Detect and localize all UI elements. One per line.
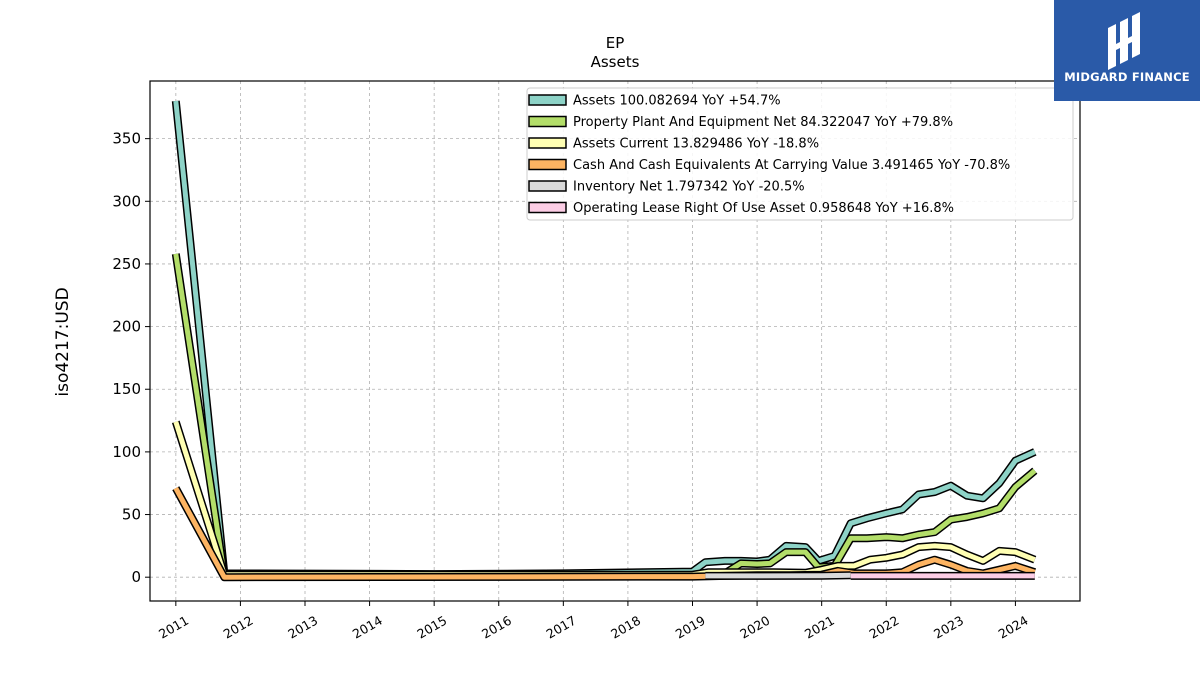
x-tick-label: 2015: [414, 613, 449, 642]
x-tick-label: 2020: [737, 613, 772, 642]
y-tick-label: 300: [112, 192, 141, 210]
legend-label: Assets Current 13.829486 YoY -18.8%: [573, 137, 819, 152]
series-line: [705, 572, 851, 579]
x-tick-label: 2024: [996, 613, 1031, 642]
x-tick-label: 2018: [608, 613, 643, 642]
x-tick-label: 2011: [156, 613, 191, 642]
x-tick-label: 2022: [866, 613, 901, 642]
y-tick-label: 0: [131, 568, 141, 586]
x-tick-label: 2021: [802, 613, 837, 642]
legend-swatch: [528, 115, 567, 128]
midgard-logo-icon: [1108, 12, 1140, 70]
y-tick-label: 250: [112, 255, 141, 273]
x-tick-label: 2023: [931, 613, 966, 642]
y-tick-label: 150: [112, 380, 141, 398]
legend-swatch: [528, 94, 567, 106]
x-tick-label: 2014: [350, 613, 385, 642]
y-tick-label: 50: [122, 506, 141, 524]
legend-swatch: [528, 137, 567, 149]
legend-swatch: [528, 158, 567, 171]
legend-label: Inventory Net 1.797342 YoY -20.5%: [573, 180, 805, 195]
legend-label: Property Plant And Equipment Net 84.3220…: [573, 115, 953, 130]
legend-swatch: [528, 180, 567, 192]
legend-swatch: [528, 201, 567, 214]
plot-frame: [149, 80, 1081, 602]
y-tick-label: 200: [112, 318, 141, 336]
y-tick-label: 100: [112, 443, 141, 461]
y-tick-label: 350: [112, 130, 141, 148]
chart-subtitle: Assets: [591, 53, 640, 71]
chart-title: EP: [606, 34, 625, 52]
x-tick-label: 2013: [285, 613, 320, 642]
series-lines: [171, 100, 1038, 582]
x-tick-label: 2019: [673, 613, 708, 642]
brand-name: MIDGARD FINANCE: [1064, 70, 1190, 84]
series-line: [173, 100, 1036, 577]
brand-logo: MIDGARD FINANCE: [1054, 0, 1200, 101]
x-tick-label: 2016: [479, 613, 514, 642]
y-axis-label: iso4217:USD: [53, 287, 73, 396]
legend-box: [526, 87, 1074, 221]
legend-label: Assets 100.082694 YoY +54.7%: [573, 94, 781, 109]
legend: Assets 100.082694 YoY +54.7% Property Pla…: [526, 87, 1074, 221]
y-axis: 0 50 100 150 200 250 300 350: [112, 130, 150, 586]
x-axis: 2011 2012 2013 2014 2015 2016 2017 2018 2019 2020…: [156, 601, 1031, 642]
x-tick-label: 2017: [544, 613, 579, 642]
legend-label: Operating Lease Right Of Use Asset 0.958…: [573, 201, 954, 216]
x-tick-label: 2012: [221, 613, 256, 642]
legend-label: Cash And Cash Equivalents At Carrying Va…: [573, 158, 1010, 173]
